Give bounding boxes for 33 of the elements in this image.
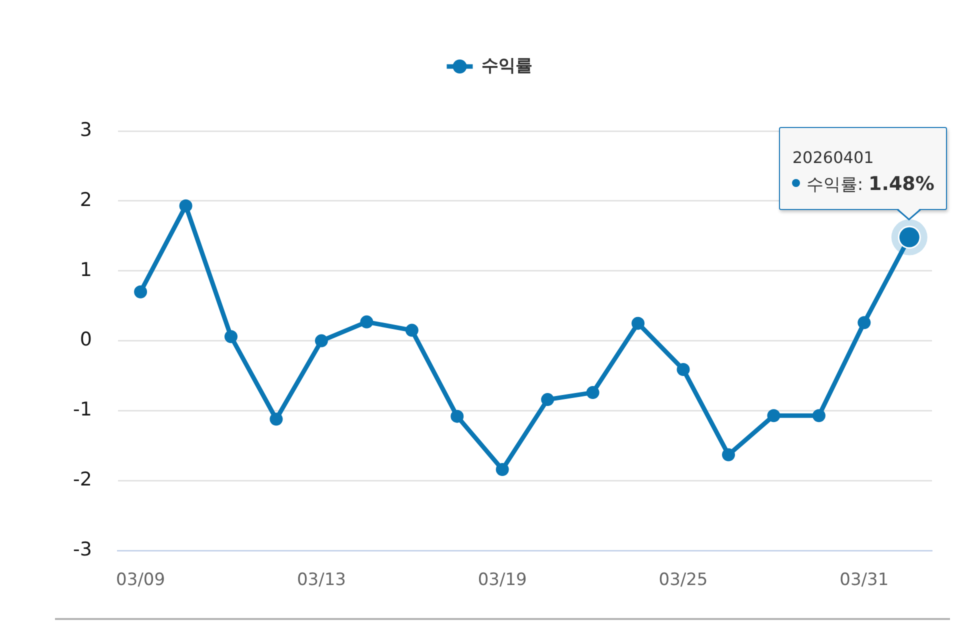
point xyxy=(586,386,600,400)
point xyxy=(314,334,328,348)
point xyxy=(722,448,735,462)
legend-label: 수익률 xyxy=(481,56,532,76)
y-tick-label: 3 xyxy=(80,118,92,141)
point xyxy=(134,285,148,298)
point xyxy=(541,393,554,406)
point xyxy=(179,199,192,212)
point xyxy=(858,316,871,330)
annotation: 수익률: 1.48% xyxy=(806,172,934,195)
y-tick-label: -1 xyxy=(72,398,92,421)
point xyxy=(676,362,690,376)
point xyxy=(405,324,418,337)
point xyxy=(360,315,374,328)
point xyxy=(496,462,509,476)
x-tick-label: 03/31 xyxy=(840,570,889,590)
y-tick-label: 1 xyxy=(80,258,92,281)
x-tick-label: 03/25 xyxy=(658,570,708,590)
y-tick-label: -2 xyxy=(72,468,92,491)
point xyxy=(450,410,464,423)
x-tick-label: 03/19 xyxy=(478,570,527,590)
point xyxy=(270,412,283,426)
point xyxy=(767,409,780,422)
x-tick-label: 03/09 xyxy=(116,570,166,590)
annotation: 20260401 xyxy=(792,146,875,169)
point xyxy=(224,330,238,344)
point xyxy=(632,316,645,330)
x-tick-label: 03/13 xyxy=(296,570,346,590)
y-tick-label: 0 xyxy=(80,328,92,351)
y-tick-label: 2 xyxy=(80,188,92,211)
y-tick-label: -3 xyxy=(72,538,92,561)
point xyxy=(812,409,826,422)
tooltip: 20260401 수익률: 1.48% xyxy=(779,126,948,220)
